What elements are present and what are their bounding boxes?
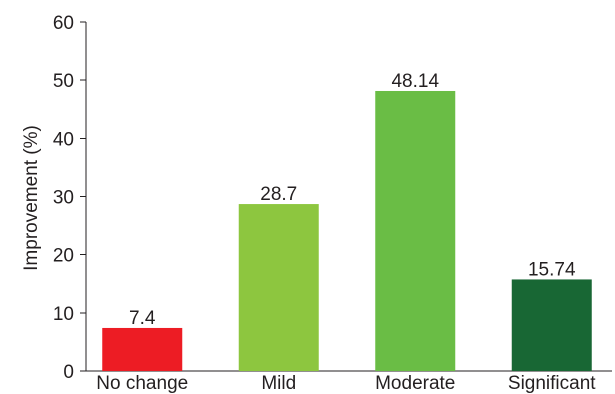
- category-label: No change: [96, 373, 188, 394]
- data-labels-group: 7.4 28.7 48.14 15.74: [129, 71, 576, 329]
- y-tick-label: 50: [53, 71, 74, 92]
- category-labels-group: No change Mild Moderate Significant: [96, 373, 596, 394]
- bar-significant: [511, 279, 592, 371]
- bar-moderate: [375, 90, 456, 372]
- category-label: Moderate: [375, 373, 455, 394]
- data-label: 15.74: [528, 259, 576, 280]
- y-tick-label: 30: [53, 188, 74, 209]
- y-tick-label: 60: [53, 13, 74, 34]
- bars-group: [102, 90, 592, 372]
- data-label: 7.4: [129, 308, 156, 329]
- data-label: 48.14: [391, 71, 439, 92]
- y-tick-label: 40: [53, 129, 74, 150]
- y-tick-label: 10: [53, 304, 74, 325]
- y-axis-title: Improvement (%): [21, 125, 42, 271]
- data-label: 28.7: [260, 184, 297, 205]
- y-axis-ticks: 0 10 20 30 40 50 60: [53, 13, 86, 383]
- y-tick-label: 0: [63, 362, 74, 383]
- y-tick-label: 20: [53, 246, 74, 267]
- category-label: Mild: [261, 373, 296, 394]
- category-label: Significant: [508, 373, 596, 394]
- bar-no-change: [102, 327, 183, 371]
- bar-mild: [238, 204, 319, 371]
